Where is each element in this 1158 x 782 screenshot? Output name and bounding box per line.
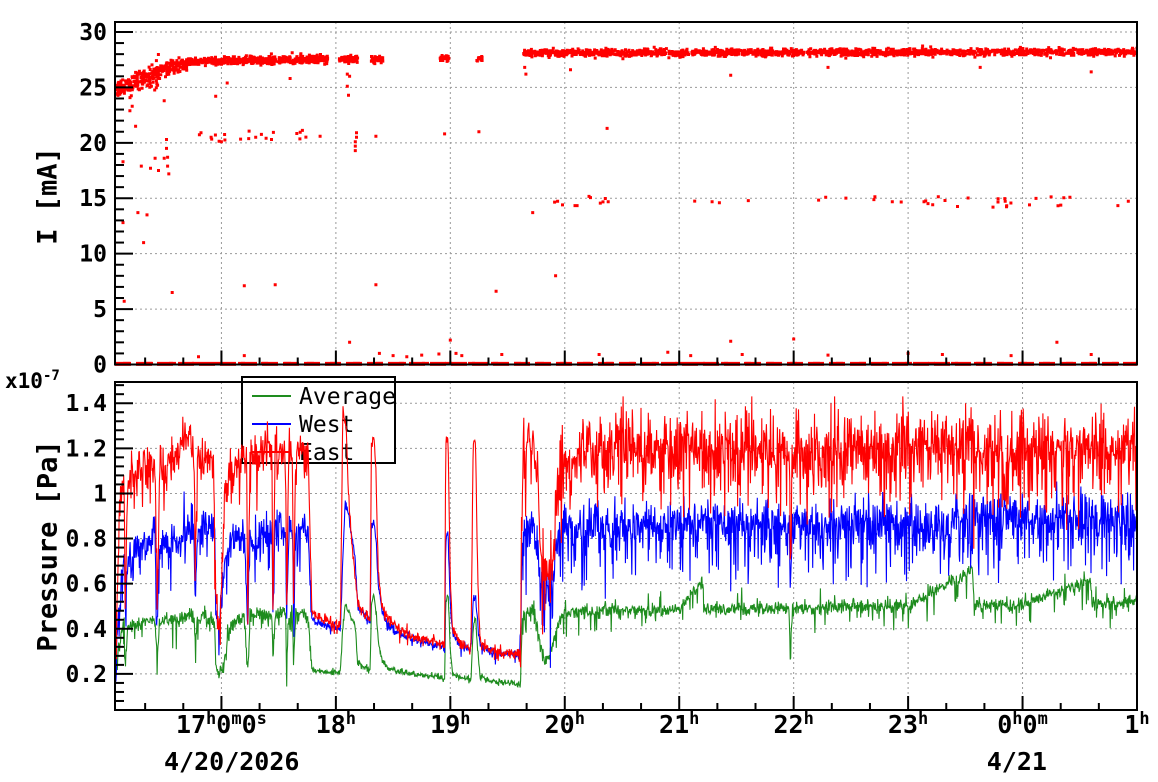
current-frame-ylabels: 0 5 10 15 20 25 30 — [79, 20, 107, 379]
x-tick-label: 23h — [888, 709, 928, 739]
x-tick-label: 21h — [659, 709, 699, 739]
x-tick-label: 17h0m0s — [176, 709, 267, 739]
pressure-frame-ylabels: 0.2 0.4 0.6 0.8 1 1.2 1.4 — [65, 391, 107, 688]
scale-mantissa: x10 — [5, 369, 43, 393]
y-tick-label: 1.4 — [65, 391, 107, 417]
current-scatter-points — [115, 44, 1137, 359]
current-frame — [114, 21, 1138, 366]
y-tick-label: 15 — [79, 186, 107, 212]
pressure-frame — [114, 381, 1138, 711]
x-tick-label: 20h — [545, 709, 585, 739]
date-label: 4/20/2026 — [164, 747, 299, 776]
top-y-axis-title: I [mA] — [32, 147, 64, 245]
scale-exponent: -7 — [42, 368, 60, 384]
x-axis-labels: 17h0m0s 18h 19h 20h 21h 22h 23h 0h0m 1h 4/20/2026… — [164, 709, 1150, 776]
x-tick-label: 0h0m — [997, 709, 1048, 739]
y-tick-label: 10 — [79, 242, 107, 268]
y-tick-label: 0.2 — [65, 662, 107, 688]
pressure-series-east — [115, 396, 1137, 668]
y-tick-label: 5 — [93, 297, 107, 323]
pressure-series-west — [115, 481, 1137, 682]
y-tick-label: 1.2 — [65, 436, 107, 462]
pressure-series-group — [115, 396, 1137, 688]
y-tick-label: 20 — [79, 131, 107, 157]
x-tick-label: 19h — [430, 709, 470, 739]
bottom-y-axis-title: Pressure [Pa] — [32, 440, 64, 652]
y-tick-label: 1 — [93, 481, 107, 507]
current-panel-grid — [115, 22, 1138, 365]
y-tick-label: 0.8 — [65, 527, 107, 553]
date-label: 4/21 — [987, 747, 1047, 776]
y-tick-label: 30 — [79, 20, 107, 46]
y-tick-label: 0.6 — [65, 572, 107, 598]
pressure-scale-exponent: x10-7 — [5, 368, 60, 393]
y-tick-label: 0.4 — [65, 617, 107, 643]
x-tick-label: 1h — [1124, 709, 1149, 739]
y-tick-label: 0 — [93, 353, 107, 379]
y-tick-label: 25 — [79, 75, 107, 101]
pressure-series-average — [115, 565, 1137, 688]
legend-label-average: Average — [299, 384, 396, 410]
x-tick-label: 18h — [316, 709, 356, 739]
x-tick-label: 22h — [773, 709, 813, 739]
